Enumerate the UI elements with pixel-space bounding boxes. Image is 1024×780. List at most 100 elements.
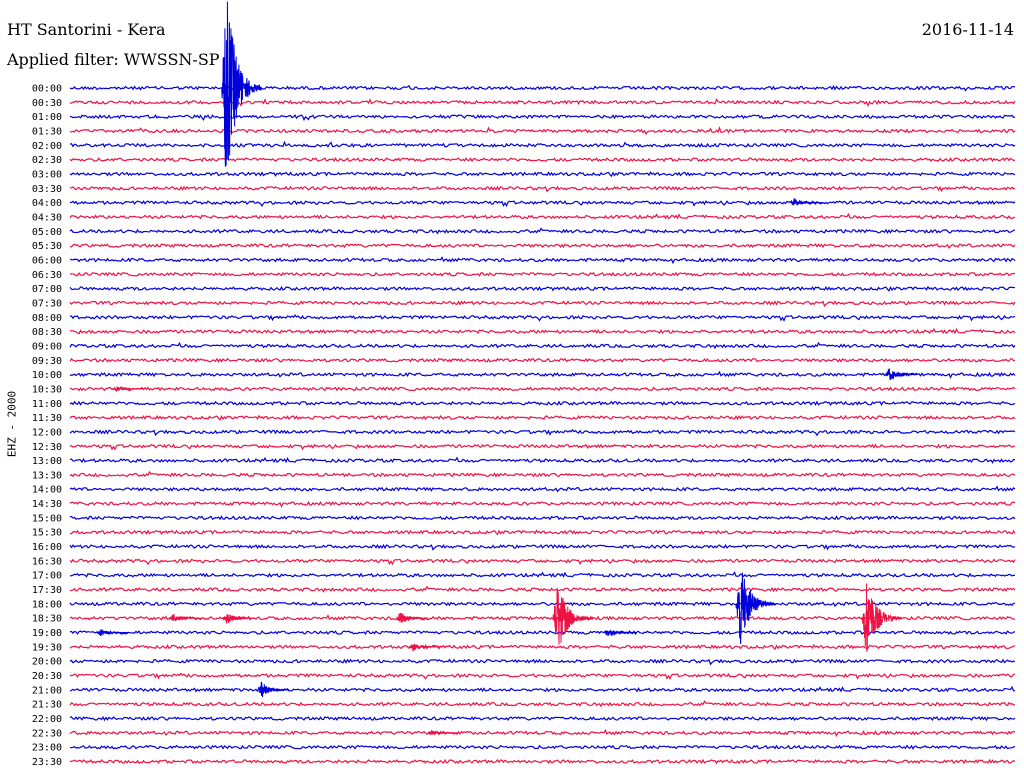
trace-line — [69, 744, 1016, 750]
time-label: 17:00 — [32, 571, 62, 582]
seismic-event — [408, 643, 441, 652]
time-label: 12:00 — [32, 427, 62, 438]
time-label: 05:00 — [32, 227, 62, 238]
time-label: 06:30 — [32, 270, 62, 281]
time-label: 20:30 — [32, 671, 62, 682]
time-label: 07:00 — [32, 284, 62, 295]
time-label: 20:00 — [32, 657, 62, 668]
time-label: 21:00 — [32, 685, 62, 696]
time-label: 10:00 — [32, 370, 62, 381]
time-label: 10:30 — [32, 384, 62, 395]
time-label: 22:00 — [32, 714, 62, 725]
time-label: 07:30 — [32, 298, 62, 309]
time-label: 03:00 — [32, 169, 62, 180]
trace-line — [69, 114, 1016, 122]
trace-line — [69, 758, 1016, 765]
trace-line — [69, 685, 1016, 693]
trace-line — [69, 156, 1016, 163]
seismic-event — [396, 612, 429, 624]
trace-line — [69, 256, 1016, 265]
time-label: 08:00 — [32, 313, 62, 324]
seismic-event — [257, 681, 290, 698]
time-label: 04:00 — [32, 198, 62, 209]
trace-line — [69, 443, 1016, 451]
events — [96, 1, 918, 736]
time-label: 06:00 — [32, 255, 62, 266]
time-label: 13:00 — [32, 456, 62, 467]
trace-line — [69, 500, 1016, 508]
time-label: 15:00 — [32, 513, 62, 524]
trace-line — [69, 470, 1016, 478]
seismic-event — [96, 629, 129, 637]
time-label: 16:00 — [32, 542, 62, 553]
time-label: 14:00 — [32, 485, 62, 496]
trace-line — [69, 84, 1016, 92]
time-label: 05:30 — [32, 241, 62, 252]
trace-line — [69, 243, 1016, 249]
time-label: 18:30 — [32, 614, 62, 625]
time-labels: 00:00 00:30 01:00 01:30 02:00 02:30 03:00 03:30… — [32, 84, 62, 769]
time-label: 23:00 — [32, 743, 62, 754]
trace-line — [69, 370, 1016, 379]
time-label: 13:30 — [32, 470, 62, 481]
trace-line — [69, 327, 1016, 335]
time-label: 23:30 — [32, 757, 62, 768]
seismic-event — [112, 385, 145, 393]
trace-line — [69, 200, 1016, 208]
seismic-event — [735, 572, 776, 644]
seismic-event — [884, 368, 918, 380]
trace-line — [69, 571, 1016, 578]
trace-line — [69, 601, 1016, 608]
trace-line — [69, 700, 1016, 708]
time-label: 14:30 — [32, 499, 62, 510]
seismic-event — [222, 614, 255, 624]
trace-line — [69, 140, 1016, 148]
trace-line — [69, 629, 1016, 636]
time-label: 15:30 — [32, 528, 62, 539]
trace-line — [69, 558, 1016, 566]
trace-line — [69, 285, 1016, 292]
seismic-event — [221, 1, 262, 167]
traces — [69, 84, 1016, 765]
trace-line — [69, 585, 1016, 593]
time-label: 17:30 — [32, 585, 62, 596]
seismic-event — [861, 583, 902, 652]
time-label: 00:00 — [32, 84, 62, 95]
date-label: 2016-11-14 — [921, 20, 1014, 39]
trace-line — [69, 171, 1016, 178]
trace-line — [69, 529, 1016, 536]
seismic-event — [552, 587, 593, 645]
trace-line — [69, 300, 1016, 308]
station-title: HT Santorini - Kera — [7, 20, 166, 39]
time-label: 12:30 — [32, 442, 62, 453]
time-label: 09:30 — [32, 356, 62, 367]
seismic-event — [604, 629, 637, 637]
trace-line — [69, 314, 1016, 322]
trace-line — [69, 212, 1016, 220]
trace-line — [69, 672, 1016, 681]
seismic-event — [790, 197, 823, 206]
time-label: 04:30 — [32, 212, 62, 223]
trace-line — [69, 185, 1016, 193]
trace-line — [69, 485, 1016, 493]
seismic-event — [168, 613, 202, 622]
time-label: 08:30 — [32, 327, 62, 338]
time-label: 19:00 — [32, 628, 62, 639]
trace-line — [69, 428, 1016, 437]
trace-line — [69, 643, 1016, 651]
trace-line — [69, 658, 1016, 666]
trace-line — [69, 227, 1016, 235]
trace-line — [69, 715, 1016, 722]
trace-line — [69, 515, 1016, 521]
time-label: 02:30 — [32, 155, 62, 166]
time-label: 19:30 — [32, 642, 62, 653]
time-label: 09:00 — [32, 341, 62, 352]
time-label: 01:00 — [32, 112, 62, 123]
time-label: 16:30 — [32, 556, 62, 567]
trace-line — [69, 126, 1016, 136]
time-label: 01:30 — [32, 126, 62, 137]
trace-line — [69, 271, 1016, 277]
trace-line — [69, 729, 1016, 738]
trace-line — [69, 543, 1016, 551]
time-label: 22:30 — [32, 728, 62, 739]
